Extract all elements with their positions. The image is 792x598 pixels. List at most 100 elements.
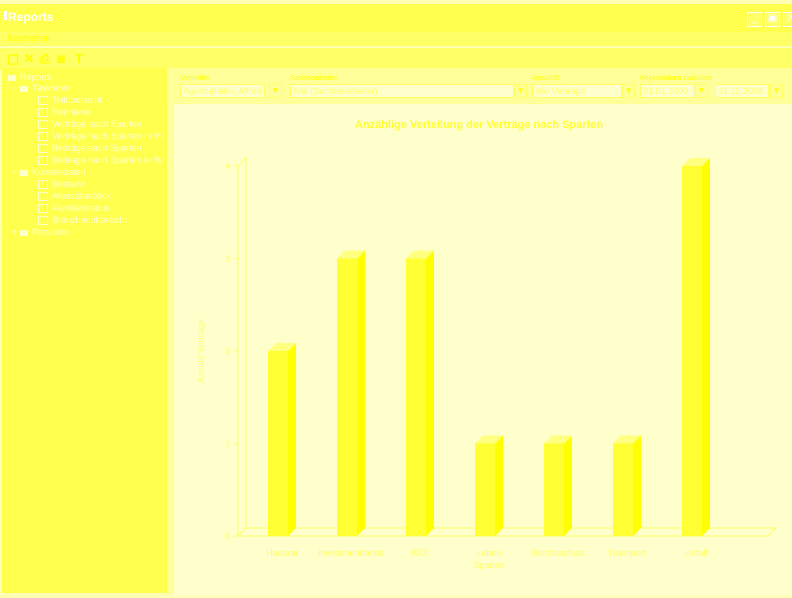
window-title: Reports (8, 10, 54, 24)
report-doc-icon (38, 96, 48, 106)
tree-root[interactable]: Reports (8, 72, 52, 84)
sachbearbeiter-label: Sachbearbeiter (290, 75, 338, 82)
filter-icon[interactable]: T (75, 51, 83, 66)
x-tick-label: Leben (476, 548, 501, 558)
y-tick-label: 0 (226, 532, 231, 541)
x-tick-label: Rechtsschutz (531, 548, 586, 558)
camera-icon[interactable]: ◙ (57, 51, 65, 66)
geschaeft-select[interactable]: alle Verträge (532, 84, 622, 98)
collapse-icon[interactable]: − (12, 167, 18, 177)
x-axis-floor (236, 527, 778, 537)
bar-side (564, 435, 572, 536)
beginndatum-label: Beginndatum zwischen (640, 75, 712, 82)
report-doc-icon (38, 216, 48, 226)
bar (613, 443, 633, 536)
y-tick-label: 4 (226, 162, 231, 171)
bar-top (682, 158, 710, 166)
x-tick-label: Hausrat (266, 548, 298, 558)
maximize-button[interactable]: ▣ (765, 12, 780, 27)
tree-item[interactable]: Renntene (38, 107, 91, 119)
collapse-icon[interactable]: − (12, 83, 18, 93)
chevron-down-icon[interactable]: ▼ (622, 84, 635, 98)
y-tick-label: 2 (226, 347, 231, 356)
bar-side (426, 250, 434, 536)
calendar-icon[interactable]: ▼ (695, 84, 708, 98)
folder-icon (8, 74, 16, 81)
y-axis-wall (237, 156, 247, 538)
report-doc-icon (38, 180, 48, 190)
tree-item[interactable]: Verträge nach Sparten in % (38, 131, 162, 143)
app-icon (4, 11, 7, 20)
calendar-icon[interactable]: ▼ (770, 84, 783, 98)
chevron-down-icon[interactable]: ▼ (514, 84, 527, 98)
x-tick-label: Transport (608, 548, 647, 558)
minimize-button[interactable]: _ (747, 12, 762, 27)
blank-doc-icon[interactable]: ▢ (6, 51, 20, 66)
vermittler-select[interactable]: Agenturleiter, Alfred (180, 84, 265, 98)
y-axis-label: Anzahl Verträge (196, 319, 206, 383)
tree-group-kundendaten[interactable]: − Kundendaten (12, 167, 86, 177)
report-doc-icon (38, 192, 48, 202)
print-icon[interactable]: ⎙ (39, 51, 51, 66)
y-tick-label: 1 (226, 440, 231, 449)
geschaeft-label: Geschäft (532, 75, 561, 82)
close-button[interactable]: X (783, 12, 792, 27)
splitter[interactable] (168, 68, 174, 593)
x-tick-label: KFZ (412, 548, 430, 558)
bar-top (544, 435, 572, 444)
date-from-field[interactable]: 01.01.2000 (640, 84, 694, 98)
report-panel: Vermittler Agenturleiter, Alfred ▼ Sachb… (174, 68, 792, 596)
bar-side (702, 158, 710, 536)
x-tick-label: Unfall (684, 548, 707, 558)
filter-bar: Vermittler Agenturleiter, Alfred ▼ Sachb… (174, 68, 792, 104)
y-tick-label: 3 (226, 255, 231, 264)
bar (406, 258, 426, 536)
tree-item[interactable]: Verträge nach Sparten (38, 119, 142, 131)
chevron-down-icon[interactable]: ▼ (269, 84, 282, 98)
bar (544, 443, 564, 536)
tree-group-provision[interactable]: + Provision (12, 227, 70, 237)
tree-item[interactable]: Beiträge nach Sparten (38, 143, 142, 155)
report-doc-icon (38, 144, 48, 154)
tree-item[interactable]: Branchenübersicht (38, 215, 127, 227)
report-tree: Reports − Taskboen Teilübersicht Renntene… (2, 68, 167, 593)
bar-top (475, 435, 503, 444)
report-doc-icon (38, 132, 48, 142)
bar (337, 258, 357, 536)
tree-item[interactable]: Familienstatus (38, 203, 110, 215)
tree-group-taskboen[interactable]: − Taskboen (12, 83, 71, 93)
report-doc-icon (38, 108, 48, 118)
bar (682, 166, 702, 536)
bar-top (268, 343, 296, 351)
bar-top (337, 250, 365, 259)
chart-title: Anzählige Verteilung der Verträge nach S… (355, 119, 603, 131)
bar (475, 443, 495, 536)
menu-bar: Bearbeiten (0, 32, 792, 46)
x-axis-label: Sparten (473, 560, 505, 570)
bar-side (633, 435, 641, 536)
expand-icon[interactable]: + (12, 227, 18, 237)
report-doc-icon (38, 156, 48, 166)
report-doc-icon (38, 120, 48, 130)
menu-bearbeiten[interactable]: Bearbeiten (7, 33, 51, 43)
bar-side (357, 250, 365, 536)
tree-item[interactable]: Teilübersicht (38, 95, 102, 107)
bar (268, 351, 288, 536)
bar-chart: Anzählige Verteilung der Verträge nach S… (196, 119, 778, 570)
bar-side (495, 435, 503, 536)
toolbar: ▢ ✕ ⎙ ◙ T (0, 48, 792, 70)
tree-item[interactable]: Altersüberblick (38, 191, 111, 203)
tree-item[interactable]: Beiträge nach Sparten in % (38, 155, 162, 167)
tree-item[interactable]: Bestand (38, 179, 85, 191)
folder-icon (20, 229, 28, 236)
delete-icon[interactable]: ✕ (23, 51, 35, 66)
bar-side (288, 343, 296, 536)
sachbearbeiter-select[interactable]: Alle (Sachbearbeiter) (290, 84, 514, 98)
bar-top (613, 435, 641, 444)
date-to-field[interactable]: 31.12.2008 (715, 84, 769, 98)
folder-icon (20, 169, 28, 176)
bar-top (406, 250, 434, 259)
folder-icon (20, 85, 28, 92)
title-bar[interactable]: Reports _ ▣ X (0, 4, 792, 32)
